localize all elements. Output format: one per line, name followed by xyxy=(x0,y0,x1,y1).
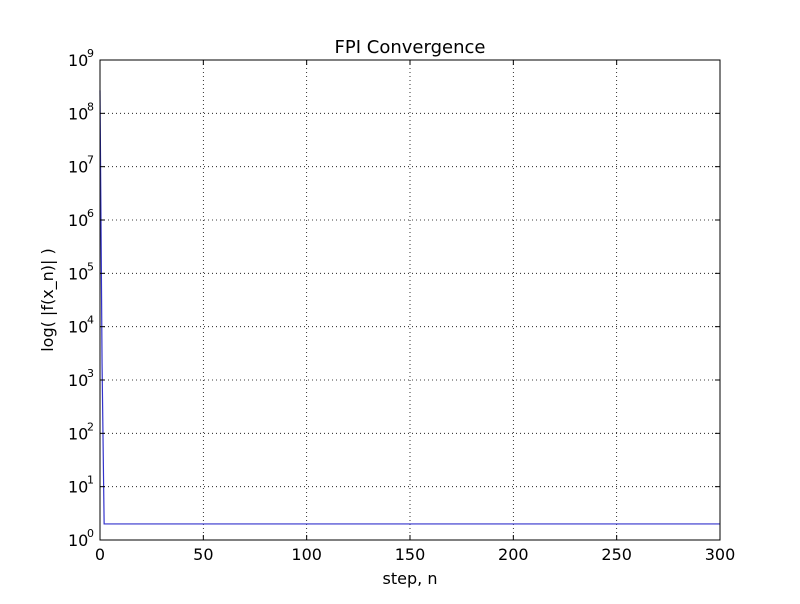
y-tick-label: 104 xyxy=(68,314,94,337)
y-tick-label: 109 xyxy=(68,47,94,70)
y-tick-base: 10 xyxy=(68,51,88,70)
y-tick-exponent: 7 xyxy=(87,154,94,167)
x-tick-label: 300 xyxy=(705,545,736,564)
x-tick-label: 250 xyxy=(601,545,632,564)
y-tick-label: 107 xyxy=(68,154,94,177)
x-tick-label: 200 xyxy=(498,545,529,564)
y-tick-label: 101 xyxy=(68,474,94,497)
y-tick-exponent: 1 xyxy=(87,474,94,487)
x-tick-labels: 0 50 100 150 200 250 300 xyxy=(95,545,735,564)
y-tick-base: 10 xyxy=(68,264,88,283)
y-tick-exponent: 3 xyxy=(87,367,94,380)
x-tick-label: 50 xyxy=(193,545,213,564)
y-tick-base: 10 xyxy=(68,478,88,497)
y-tick-base: 10 xyxy=(68,104,88,123)
x-tick-label: 150 xyxy=(395,545,426,564)
y-tick-base: 10 xyxy=(68,531,88,550)
y-tick-label: 103 xyxy=(68,367,94,390)
y-tick-base: 10 xyxy=(68,318,88,337)
y-tick-label: 102 xyxy=(68,420,94,443)
x-tick-label: 100 xyxy=(291,545,322,564)
y-axis-label: log( |f(x_n)| ) xyxy=(38,248,58,352)
y-tick-label: 106 xyxy=(68,207,94,230)
y-tick-exponent: 8 xyxy=(87,100,94,113)
x-tick-label: 0 xyxy=(95,545,105,564)
y-tick-exponent: 0 xyxy=(87,527,94,540)
y-tick-base: 10 xyxy=(68,211,88,230)
y-tick-exponent: 2 xyxy=(87,420,94,433)
x-axis-label: step, n xyxy=(383,569,438,588)
y-tick-exponent: 5 xyxy=(87,260,94,273)
y-tick-label: 105 xyxy=(68,260,94,283)
y-tick-base: 10 xyxy=(68,371,88,390)
y-tick-exponent: 9 xyxy=(87,47,94,60)
y-tick-base: 10 xyxy=(68,158,88,177)
grid xyxy=(100,60,720,540)
y-tick-base: 10 xyxy=(68,424,88,443)
ticks xyxy=(99,59,721,541)
chart-title: FPI Convergence xyxy=(335,37,486,58)
series-layer xyxy=(99,90,720,525)
y-tick-exponent: 6 xyxy=(87,207,94,220)
y-tick-label: 100 xyxy=(68,527,94,550)
series-line-0 xyxy=(99,90,720,525)
y-tick-label: 108 xyxy=(68,100,94,123)
y-tick-exponent: 4 xyxy=(87,314,94,327)
